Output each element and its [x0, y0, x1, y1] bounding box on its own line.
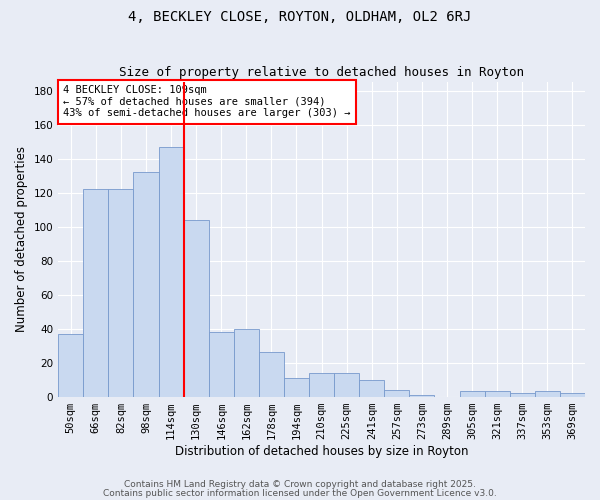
Bar	[334, 373, 359, 396]
Bar	[510, 393, 535, 396]
Bar	[209, 332, 234, 396]
Bar	[284, 378, 309, 396]
Bar	[109, 189, 133, 396]
X-axis label: Distribution of detached houses by size in Royton: Distribution of detached houses by size …	[175, 444, 469, 458]
Bar	[83, 189, 109, 396]
Bar	[485, 392, 510, 396]
Y-axis label: Number of detached properties: Number of detached properties	[15, 146, 28, 332]
Bar	[460, 392, 485, 396]
Bar	[535, 392, 560, 396]
Text: Contains HM Land Registry data © Crown copyright and database right 2025.: Contains HM Land Registry data © Crown c…	[124, 480, 476, 489]
Bar	[184, 220, 209, 396]
Text: Contains public sector information licensed under the Open Government Licence v3: Contains public sector information licen…	[103, 488, 497, 498]
Bar	[58, 334, 83, 396]
Bar	[359, 380, 385, 396]
Bar	[234, 328, 259, 396]
Bar	[409, 395, 434, 396]
Bar	[259, 352, 284, 397]
Text: 4, BECKLEY CLOSE, ROYTON, OLDHAM, OL2 6RJ: 4, BECKLEY CLOSE, ROYTON, OLDHAM, OL2 6R…	[128, 10, 472, 24]
Text: 4 BECKLEY CLOSE: 109sqm
← 57% of detached houses are smaller (394)
43% of semi-d: 4 BECKLEY CLOSE: 109sqm ← 57% of detache…	[64, 85, 351, 118]
Bar	[385, 390, 409, 396]
Bar	[133, 172, 158, 396]
Bar	[158, 146, 184, 396]
Bar	[309, 373, 334, 396]
Title: Size of property relative to detached houses in Royton: Size of property relative to detached ho…	[119, 66, 524, 80]
Bar	[560, 393, 585, 396]
